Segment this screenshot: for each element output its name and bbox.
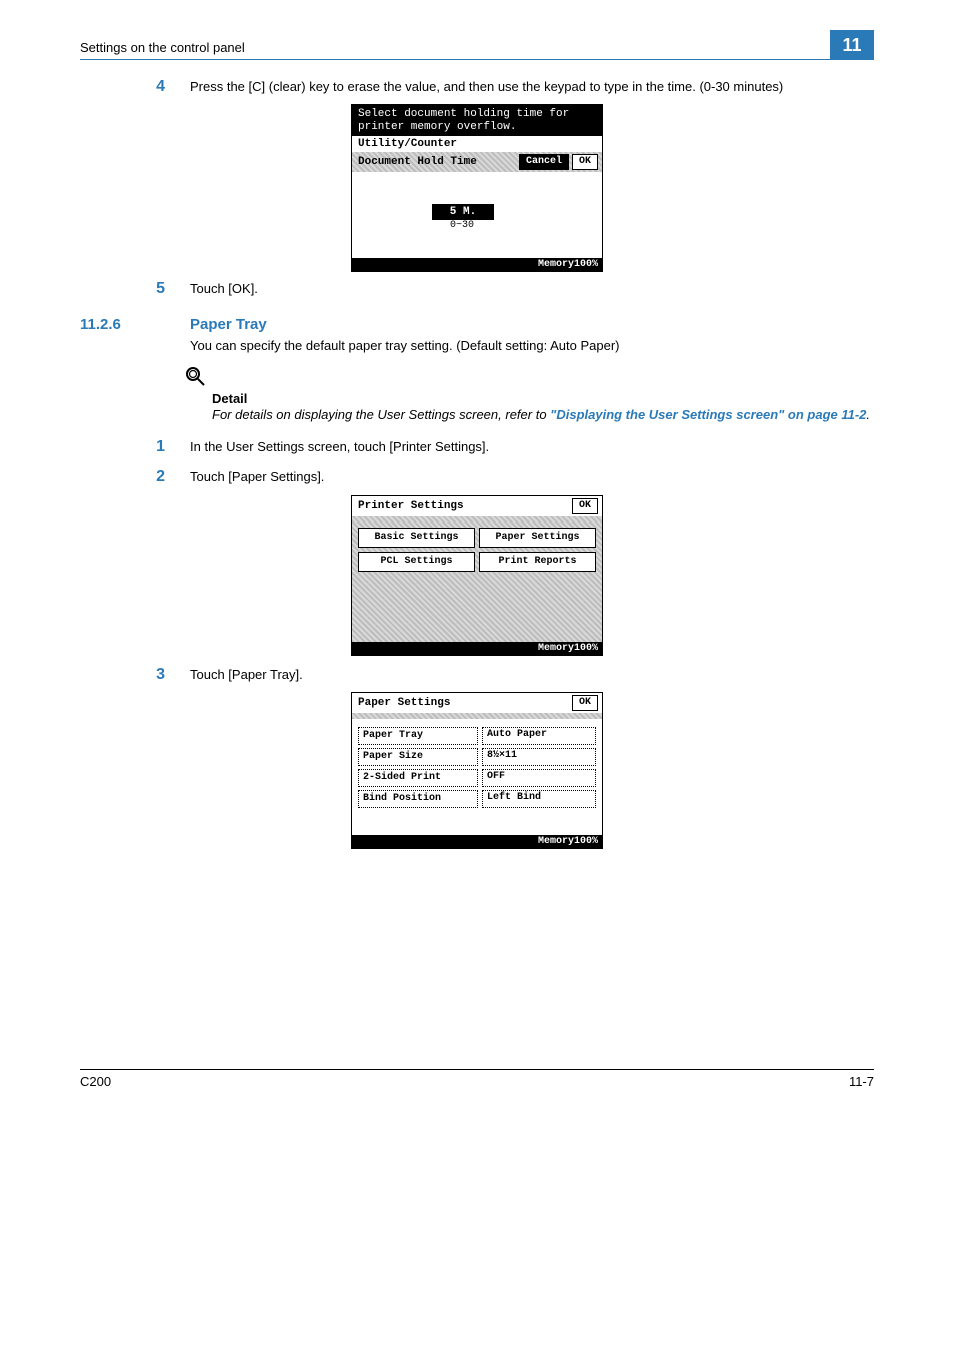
detail-body-post: .	[866, 407, 870, 422]
lcd3-paper-size-value: 8½×11	[482, 748, 596, 766]
lcd1-top-line1: Select document holding time for	[358, 108, 596, 121]
lcd1-label: Document Hold Time	[358, 156, 516, 168]
lcd1-range: 0~30	[432, 220, 492, 231]
lcd2-paper-settings-button[interactable]: Paper Settings	[479, 528, 596, 548]
detail-body-pre: For details on displaying the User Setti…	[212, 407, 550, 422]
lcd3-header: Paper Settings	[358, 697, 569, 709]
lcd3-memory: Memory100%	[352, 835, 602, 848]
lcd-hold-time: Select document holding time for printer…	[351, 104, 603, 271]
lcd2-print-reports-button[interactable]: Print Reports	[479, 552, 596, 572]
lcd3-paper-tray-value: Auto Paper	[482, 727, 596, 745]
step-4-number: 4	[156, 78, 165, 95]
step-3-number: 3	[156, 666, 165, 683]
page-header: Settings on the control panel 11	[80, 30, 874, 60]
lcd-printer-settings: Printer Settings OK Basic Settings Paper…	[351, 495, 603, 656]
step-2-text: Touch [Paper Settings].	[190, 468, 874, 486]
lcd-paper-settings: Paper Settings OK Paper Tray Auto Paper …	[351, 692, 603, 849]
footer-right: 11-7	[849, 1074, 874, 1089]
step-4-text: Press the [C] (clear) key to erase the v…	[190, 78, 874, 96]
magnifier-icon	[184, 365, 874, 393]
lcd3-ok-button[interactable]: OK	[572, 695, 598, 711]
step-5-number: 5	[156, 280, 165, 297]
section-number: 11.2.6	[80, 316, 190, 333]
lcd3-bind-position-value: Left Bind	[482, 790, 596, 808]
lcd1-ok-button[interactable]: OK	[572, 154, 598, 170]
step-1-number: 1	[156, 438, 165, 455]
lcd3-2sided-print-value: OFF	[482, 769, 596, 787]
lcd3-bind-position-button[interactable]: Bind Position	[358, 790, 478, 808]
lcd3-paper-tray-button[interactable]: Paper Tray	[358, 727, 478, 745]
chapter-number: 11	[830, 30, 874, 60]
running-title: Settings on the control panel	[80, 40, 830, 59]
footer-left: C200	[80, 1074, 111, 1089]
lcd2-header: Printer Settings	[358, 500, 569, 512]
section-title: Paper Tray	[190, 316, 267, 333]
page-footer: C200 11-7	[80, 1069, 874, 1089]
step-1-text: In the User Settings screen, touch [Prin…	[190, 438, 874, 456]
step-5-text: Touch [OK].	[190, 280, 874, 298]
lcd1-memory: Memory100%	[352, 258, 602, 271]
lcd1-header: Utility/Counter	[352, 136, 602, 151]
step-3-text: Touch [Paper Tray].	[190, 666, 874, 684]
lcd1-top-line2: printer memory overflow.	[358, 121, 596, 134]
lcd1-cancel-button[interactable]: Cancel	[519, 154, 569, 170]
detail-heading: Detail	[212, 391, 874, 406]
lcd3-2sided-print-button[interactable]: 2-Sided Print	[358, 769, 478, 787]
section-body: You can specify the default paper tray s…	[190, 337, 874, 355]
detail-block: Detail For details on displaying the Use…	[190, 365, 874, 424]
lcd2-ok-button[interactable]: OK	[572, 498, 598, 514]
lcd2-pcl-settings-button[interactable]: PCL Settings	[358, 552, 475, 572]
lcd2-basic-settings-button[interactable]: Basic Settings	[358, 528, 475, 548]
lcd2-memory: Memory100%	[352, 642, 602, 655]
step-2-number: 2	[156, 468, 165, 485]
lcd1-value: 5 M.	[432, 204, 494, 220]
detail-link[interactable]: "Displaying the User Settings screen" on…	[550, 407, 866, 422]
lcd3-paper-size-button[interactable]: Paper Size	[358, 748, 478, 766]
